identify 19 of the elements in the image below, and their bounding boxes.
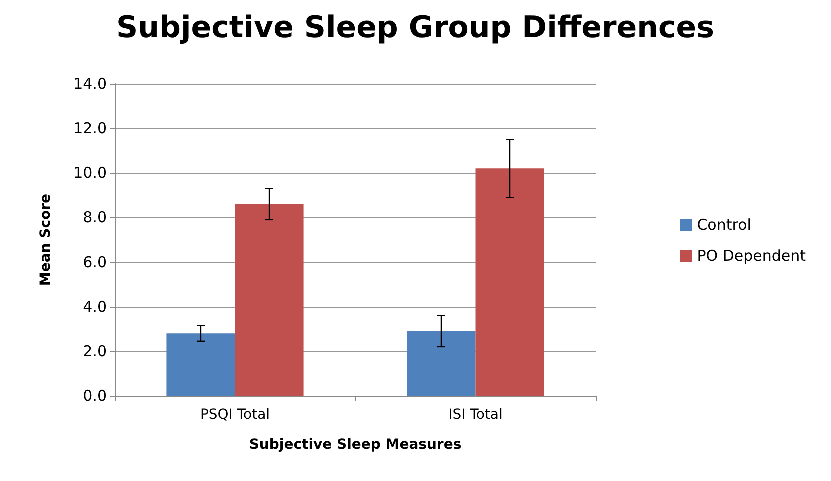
- y-tick-label: 14.0: [74, 75, 107, 93]
- chart-title: Subjective Sleep Group Differences: [116, 10, 714, 46]
- bar: [235, 204, 304, 396]
- y-tick-label: 2.0: [83, 342, 107, 360]
- bar: [407, 331, 476, 396]
- bar: [476, 168, 544, 396]
- y-tick-label: 8.0: [83, 208, 107, 227]
- x-tick-label: ISI Total: [448, 407, 503, 423]
- bar: [166, 334, 236, 396]
- legend-label: Control: [697, 216, 752, 234]
- x-tick-label: PSQI Total: [200, 407, 270, 423]
- y-axis-title: Mean Score: [38, 194, 54, 286]
- legend-label: PO Dependent: [697, 247, 806, 265]
- y-tick-label: 4.0: [83, 298, 107, 316]
- y-tick-label: 12.0: [74, 120, 107, 138]
- y-tick-label: 0.0: [83, 387, 107, 405]
- x-axis-title: Subjective Sleep Measures: [249, 437, 462, 453]
- y-tick-label: 10.0: [74, 164, 107, 182]
- y-tick-label: 6.0: [83, 253, 107, 272]
